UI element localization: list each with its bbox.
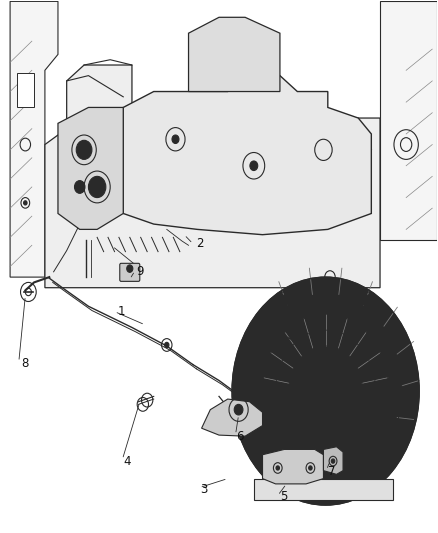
Polygon shape: [323, 447, 343, 474]
Text: 7: 7: [328, 465, 336, 478]
Polygon shape: [380, 2, 437, 240]
Circle shape: [234, 405, 243, 415]
Text: 9: 9: [136, 265, 144, 278]
Text: 8: 8: [21, 357, 28, 370]
Bar: [17, 73, 34, 108]
Polygon shape: [201, 399, 262, 436]
Polygon shape: [10, 2, 58, 277]
Circle shape: [309, 466, 312, 470]
Polygon shape: [188, 17, 280, 92]
Circle shape: [278, 295, 288, 308]
Circle shape: [88, 176, 106, 198]
Circle shape: [250, 161, 258, 171]
FancyBboxPatch shape: [120, 263, 140, 281]
Circle shape: [165, 342, 169, 348]
Circle shape: [363, 295, 373, 308]
Circle shape: [394, 333, 404, 346]
Circle shape: [74, 181, 85, 193]
Text: 1: 1: [117, 305, 125, 318]
Polygon shape: [262, 449, 323, 484]
Text: 6: 6: [236, 430, 244, 443]
Text: 5: 5: [280, 490, 287, 503]
Text: 3: 3: [200, 483, 208, 496]
Circle shape: [276, 466, 279, 470]
Circle shape: [127, 265, 133, 272]
Circle shape: [245, 375, 254, 386]
Circle shape: [24, 201, 27, 205]
Polygon shape: [45, 65, 380, 288]
Polygon shape: [123, 76, 371, 235]
Circle shape: [172, 135, 179, 143]
Circle shape: [247, 333, 258, 346]
Circle shape: [321, 281, 331, 294]
Text: 2: 2: [196, 237, 203, 250]
Text: 4: 4: [124, 455, 131, 467]
Polygon shape: [58, 108, 123, 229]
Polygon shape: [254, 479, 393, 500]
Circle shape: [331, 459, 335, 463]
Circle shape: [394, 437, 404, 449]
Circle shape: [232, 277, 419, 505]
Circle shape: [76, 140, 92, 159]
